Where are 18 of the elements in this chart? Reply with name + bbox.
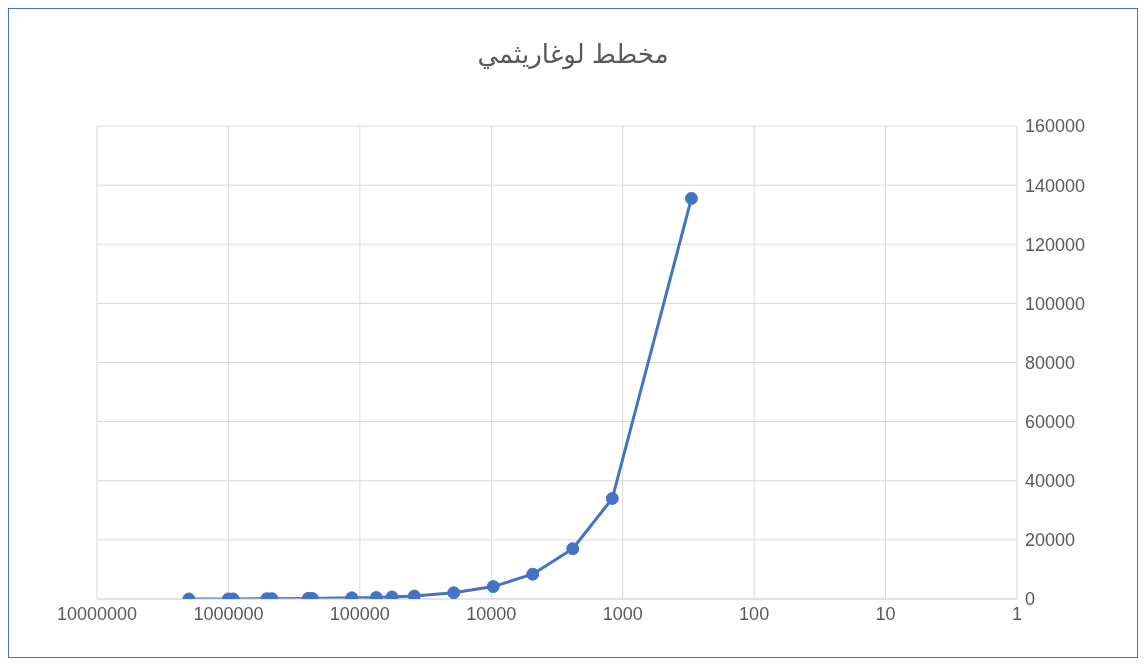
- y-tick-label: 0: [1025, 589, 1036, 610]
- y-tick-label: 20000: [1025, 530, 1076, 551]
- x-tick-label: 1000: [602, 603, 643, 624]
- y-tick-label: 120000: [1025, 234, 1086, 255]
- chart-title: مخطط لوغاريثمي: [476, 39, 670, 70]
- y-tick-label: 160000: [1025, 116, 1086, 137]
- x-tick-label: 10000000: [56, 603, 138, 624]
- y-tick-label: 60000: [1025, 412, 1076, 433]
- x-tick-label: 10000: [466, 603, 517, 624]
- x-tick-label: 1: [1011, 603, 1023, 624]
- y-tick-label: 140000: [1025, 175, 1086, 196]
- x-tick-label: 100: [739, 603, 770, 624]
- x-tick-label: 100000: [329, 603, 390, 624]
- x-tick-label: 1000000: [193, 603, 264, 624]
- y-tick-label: 80000: [1025, 352, 1076, 373]
- x-tick-label: 10: [875, 603, 896, 624]
- y-tick-label: 100000: [1025, 293, 1086, 314]
- y-tick-label: 40000: [1025, 471, 1076, 492]
